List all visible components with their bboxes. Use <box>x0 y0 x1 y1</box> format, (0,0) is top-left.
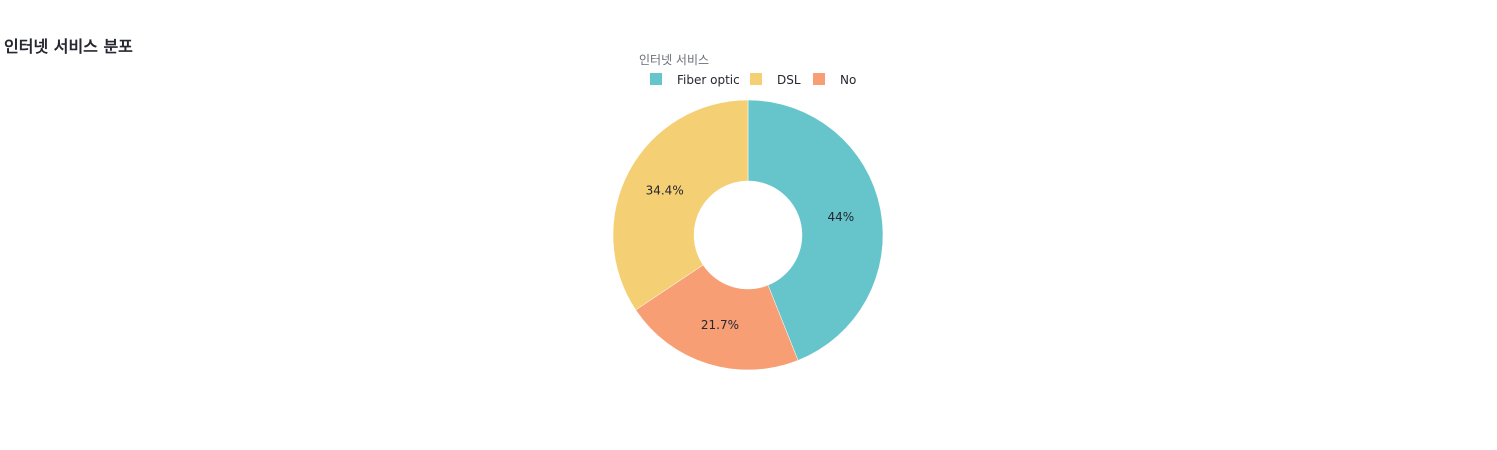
legend-label: No <box>840 73 856 87</box>
legend-swatch <box>750 73 762 85</box>
slice-label-no: 21.7% <box>701 318 739 332</box>
legend-label: Fiber optic <box>677 73 740 87</box>
slice-no[interactable] <box>635 264 799 371</box>
legend-item-dsl[interactable]: DSL <box>750 73 801 87</box>
slice-labels: 44% 21.7% 34.4% <box>646 183 855 332</box>
slice-label-dsl: 34.4% <box>646 183 684 197</box>
legend: Fiber optic DSL No <box>650 73 856 87</box>
legend-label: DSL <box>777 73 801 87</box>
slice-fiber-optic[interactable] <box>747 99 884 361</box>
legend-item-fiber-optic[interactable]: Fiber optic <box>650 73 740 87</box>
slice-dsl[interactable] <box>612 99 749 311</box>
slice-label-fiber-optic: 44% <box>827 210 854 224</box>
legend-swatch <box>650 73 662 85</box>
donut-slices <box>612 99 884 371</box>
legend-item-no[interactable]: No <box>813 73 856 87</box>
chart-title: 인터넷 서비스 분포 <box>4 37 133 56</box>
legend-swatch <box>813 73 825 85</box>
legend-title: 인터넷 서비스 <box>639 53 709 67</box>
